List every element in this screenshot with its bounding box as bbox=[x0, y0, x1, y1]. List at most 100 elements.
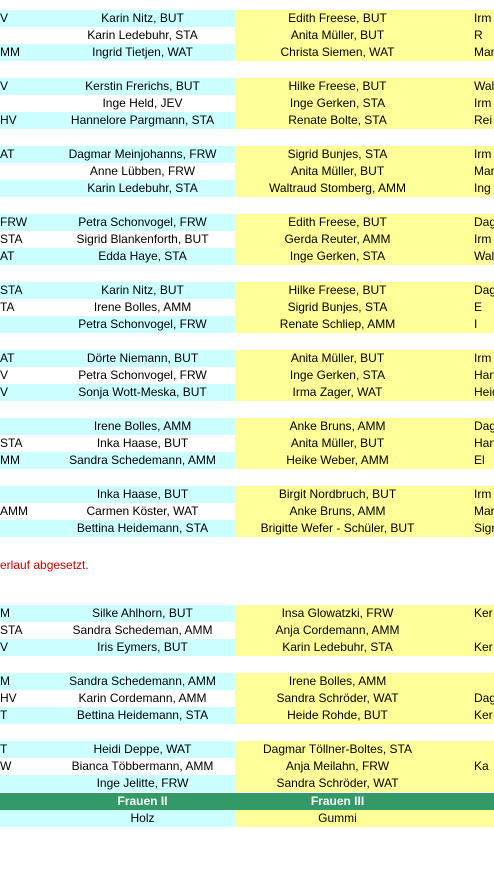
table-cell-text: Dagm bbox=[474, 283, 494, 297]
table-row: Anne Lübben, FRW Anita Müller, BUT Mari bbox=[0, 163, 494, 180]
table-cell: Inge Held, JEV bbox=[102, 96, 183, 110]
table-cell-text: Irm bbox=[474, 96, 492, 110]
table-cell: AT bbox=[0, 248, 50, 265]
table-cell-text: E bbox=[474, 300, 483, 314]
table-cell: Mar bbox=[440, 44, 494, 61]
table-cell: Dagm bbox=[440, 282, 494, 299]
table-cell: Petra Schonvogel, FRW bbox=[78, 368, 207, 382]
table-cell: Sigrid Bunjes, STA bbox=[235, 146, 440, 163]
table-cell-text: Ker bbox=[474, 640, 493, 654]
table-row: Inge Jelitte, FRW Sandra Schröder, WAT bbox=[0, 775, 494, 792]
table-cell: Dagm bbox=[440, 690, 494, 707]
table-row: V Petra Schonvogel, FRW Inge Gerken, STA Ha… bbox=[0, 367, 494, 384]
table-cell: MM bbox=[0, 44, 50, 61]
table-cell-text: Ing bbox=[474, 181, 491, 195]
table-cell: Gerda Reuter, AMM bbox=[235, 231, 440, 248]
table-cell-text: Mar bbox=[474, 504, 494, 518]
table-cell: Inka Haase, BUT bbox=[96, 436, 189, 450]
table-cell: Edith Freese, BUT bbox=[235, 214, 440, 231]
table-cell: Sandra Schedemann, AMM bbox=[50, 673, 235, 690]
table-cell: Dagmar Meinjohanns, FRW bbox=[50, 146, 235, 163]
table-cell: Ker bbox=[440, 605, 494, 622]
table-cell: Ker bbox=[440, 639, 494, 656]
table-row: T Heidi Deppe, WAT Dagmar Töllner-Boltes, … bbox=[0, 741, 494, 758]
table-cell: TA bbox=[0, 300, 15, 314]
table-cell: Anita Müller, BUT bbox=[235, 350, 440, 367]
table-cell: E bbox=[440, 299, 494, 316]
table-cell: Anne Lübben, FRW bbox=[89, 164, 196, 178]
table-cell bbox=[440, 673, 494, 690]
table-cell: Irm bbox=[440, 146, 494, 163]
table-cell: Dagm bbox=[440, 214, 494, 231]
table-cell: Bettina Heidemann, STA bbox=[50, 520, 235, 537]
table-cell: Inge Gerken, STA bbox=[235, 95, 440, 112]
table-row: T Bettina Heidemann, STA Heide Rohde, BUT K… bbox=[0, 707, 494, 724]
table-cell-text: Sigri bbox=[474, 521, 494, 535]
table-cell: Birgit Nordbruch, BUT bbox=[235, 486, 440, 503]
table-cell: Hilke Freese, BUT bbox=[235, 78, 440, 95]
table-cell-text: Mari bbox=[474, 164, 494, 178]
table-cell: Ingrid Tietjen, WAT bbox=[50, 44, 235, 61]
table-cell: Irene Bolles, AMM bbox=[93, 300, 192, 314]
table-row: V Kerstin Frerichs, BUT Hilke Freese, BUT W… bbox=[0, 78, 494, 95]
table-cell: Renate Bolte, STA bbox=[235, 112, 440, 129]
table-cell: M bbox=[0, 673, 50, 690]
table-cell: M bbox=[0, 605, 50, 622]
table-cell: STA bbox=[0, 436, 23, 450]
table-cell: El bbox=[440, 452, 494, 469]
table-cell: Irm bbox=[440, 95, 494, 112]
table-cell: HV bbox=[0, 112, 50, 129]
table-cell-text: Irm bbox=[474, 11, 492, 25]
table-cell-text: Hann bbox=[474, 368, 494, 382]
table-cell: I bbox=[440, 316, 494, 333]
table-cell: Kerstin Frerichs, BUT bbox=[50, 78, 235, 95]
table-cell: Ing bbox=[440, 180, 494, 197]
table-cell: Carmen Köster, WAT bbox=[86, 504, 199, 518]
ball-type-holz: Holz bbox=[50, 810, 235, 827]
table-cell: Sandra Schröder, WAT bbox=[235, 775, 440, 792]
table-cell: Irm bbox=[440, 486, 494, 503]
table-cell-text: Irm bbox=[474, 147, 492, 161]
table-cell-text: Ka bbox=[474, 759, 489, 773]
table-cell: Sigrid Blankenforth, BUT bbox=[76, 232, 209, 246]
table-cell: Anja Meilahn, FRW bbox=[235, 758, 440, 775]
table-cell: Karin Nitz, BUT bbox=[50, 282, 235, 299]
table-row: Bettina Heidemann, STA Brigitte Wefer - S… bbox=[0, 520, 494, 537]
table-row: STA Inka Haase, BUT Anita Müller, BUT Hann bbox=[0, 435, 494, 452]
table-row: HV Hannelore Pargmann, STA Renate Bolte, S… bbox=[0, 112, 494, 129]
table-row: V Karin Nitz, BUT Edith Freese, BUT Irm bbox=[0, 10, 494, 27]
table-cell: STA bbox=[0, 232, 23, 246]
header-frauen-ii: Frauen II bbox=[117, 794, 168, 808]
table-cell: Anita Müller, BUT bbox=[235, 163, 440, 180]
table-cell: Ka bbox=[440, 758, 494, 775]
table-cell: Heid bbox=[440, 384, 494, 401]
table-cell: Silke Ahlhorn, BUT bbox=[50, 605, 235, 622]
table-cell: Insa Glowatzki, FRW bbox=[235, 605, 440, 622]
table-cell: Hann bbox=[440, 435, 494, 452]
table-cell-text: Irm bbox=[474, 487, 492, 501]
table-cell: Rei bbox=[440, 112, 494, 129]
table-cell: Petra Schonvogel, FRW bbox=[50, 316, 235, 333]
table-cell bbox=[0, 418, 50, 435]
table-cell: Sigri bbox=[440, 520, 494, 537]
table-cell: Bianca Többermann, AMM bbox=[71, 759, 214, 773]
table-cell: Anke Bruns, AMM bbox=[235, 418, 440, 435]
table-cell: Sonja Wott-Meska, BUT bbox=[50, 384, 235, 401]
table-cell: Sandra Schröder, WAT bbox=[235, 690, 440, 707]
table-row: Inka Haase, BUT Birgit Nordbruch, BUT Irm bbox=[0, 486, 494, 503]
table-cell: Karin Cordemann, AMM bbox=[78, 691, 207, 705]
table-cell: Renate Schliep, AMM bbox=[235, 316, 440, 333]
table-cell: Irm bbox=[440, 10, 494, 27]
table-cell: STA bbox=[0, 623, 23, 637]
table-cell: AT bbox=[0, 146, 50, 163]
table-cell: Inge Jelitte, FRW bbox=[50, 775, 235, 792]
table-cell: AMM bbox=[0, 504, 28, 518]
ball-type-gummi: Gummi bbox=[235, 810, 440, 827]
table-cell: V bbox=[0, 10, 50, 27]
table-row: Petra Schonvogel, FRW Renate Schliep, AMM… bbox=[0, 316, 494, 333]
table-row: Karin Ledebuhr, STA Anita Müller, BUT R bbox=[0, 27, 494, 44]
table-cell-text: Hann bbox=[474, 436, 494, 450]
table-cell bbox=[0, 27, 50, 44]
table-cell: MM bbox=[0, 452, 50, 469]
table-cell bbox=[440, 741, 494, 758]
